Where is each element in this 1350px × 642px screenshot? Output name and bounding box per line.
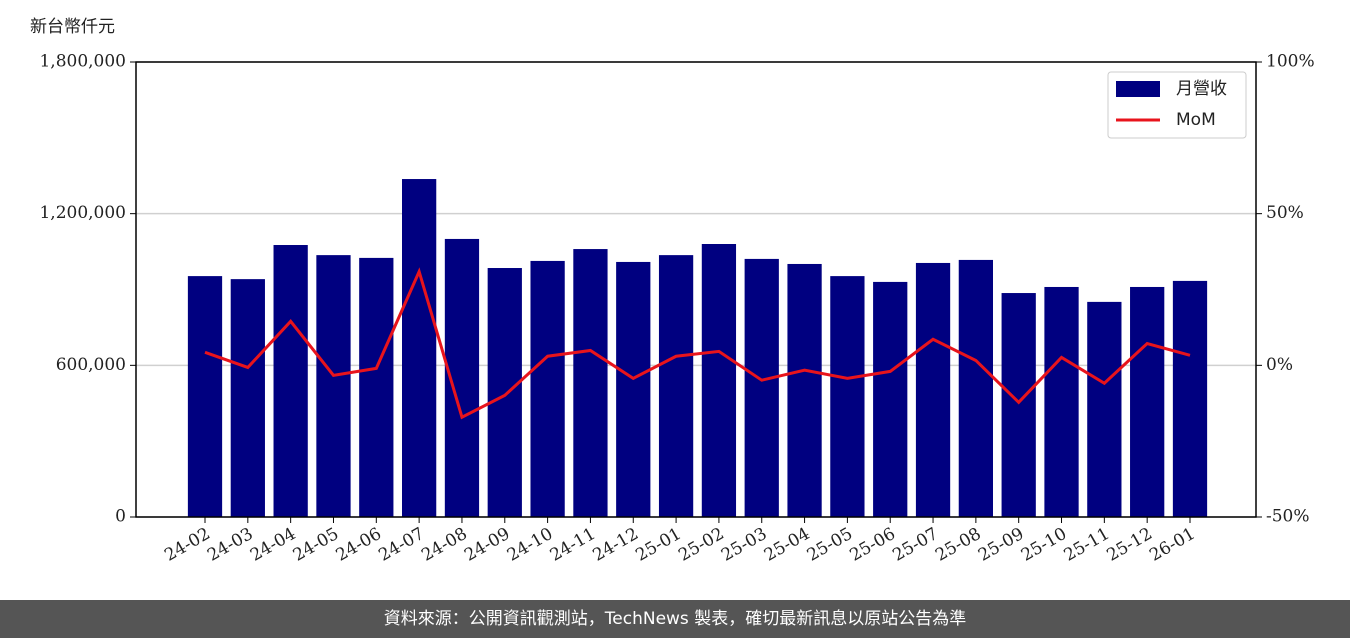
bar: [787, 263, 822, 517]
x-tick-label: 24-12: [590, 524, 642, 566]
x-tick-label: 24-08: [418, 524, 470, 566]
bar: [958, 259, 993, 517]
x-tick-label: 24-10: [504, 524, 556, 566]
x-tick-label: 25-10: [1018, 524, 1070, 566]
bar: [830, 276, 865, 517]
y-tick-label: 600,000: [56, 355, 126, 375]
x-tick-label: 26-01: [1146, 524, 1198, 566]
bar: [701, 244, 737, 517]
bar: [273, 245, 308, 517]
plot-frame: [135, 61, 1257, 518]
mom-line: [204, 267, 1191, 420]
bar: [1087, 301, 1122, 517]
legend-label: 月營收: [1176, 79, 1227, 99]
bar: [1001, 293, 1036, 517]
y-tick-label: 1,200,000: [39, 203, 126, 223]
x-tick-label: 25-09: [975, 524, 1027, 566]
x-tick-label: 24-05: [290, 524, 342, 566]
bar: [616, 261, 651, 517]
x-tick-label: 24-07: [375, 524, 427, 566]
y2-tick-label: -50%: [1266, 507, 1310, 527]
bar: [1130, 286, 1165, 517]
y2-tick-label: 50%: [1266, 203, 1304, 223]
y2-tick-label: 0%: [1266, 355, 1293, 375]
x-tick-label: 25-08: [932, 524, 984, 566]
bar: [873, 281, 908, 517]
y-tick-label: 0: [115, 507, 126, 527]
x-tick-label: 25-07: [889, 524, 941, 566]
x-tick-label: 25-04: [761, 524, 813, 566]
x-tick-label: 25-06: [847, 524, 899, 566]
bar: [530, 260, 565, 517]
x-tick-label: 24-02: [161, 524, 213, 566]
footer-bar: [0, 600, 1350, 638]
legend-label: MoM: [1176, 110, 1216, 130]
x-tick-label: 25-01: [632, 524, 684, 566]
x-tick-label: 24-04: [247, 524, 299, 566]
bar: [487, 268, 522, 517]
y2-tick-label: 100%: [1266, 52, 1315, 72]
bar: [573, 249, 608, 518]
bar: [402, 179, 437, 517]
x-tick-label: 24-11: [547, 524, 599, 566]
y-tick-label: 1,800,000: [39, 52, 126, 72]
bar: [744, 258, 779, 517]
bar: [915, 262, 951, 517]
x-tick-label: 25-11: [1061, 524, 1113, 566]
x-tick-label: 24-06: [333, 524, 385, 566]
x-tick-label: 24-03: [204, 524, 256, 566]
bar: [316, 255, 351, 517]
x-tick-label: 24-09: [461, 524, 513, 566]
bar: [187, 276, 223, 517]
legend-swatch: [1116, 81, 1160, 97]
x-tick-label: 25-05: [804, 524, 856, 566]
footer-text: 資料來源：公開資訊觀測站，TechNews 製表，確切最新訊息以原站公告為準: [384, 609, 966, 629]
bar: [658, 255, 694, 517]
bar: [1044, 286, 1079, 517]
y-axis-unit: 新台幣仟元: [30, 17, 115, 37]
bar: [230, 279, 265, 517]
x-tick-label: 25-02: [675, 524, 727, 566]
bar: [359, 257, 394, 517]
x-tick-label: 25-12: [1103, 524, 1155, 566]
x-tick-label: 25-03: [718, 524, 770, 566]
bar: [1172, 280, 1208, 517]
